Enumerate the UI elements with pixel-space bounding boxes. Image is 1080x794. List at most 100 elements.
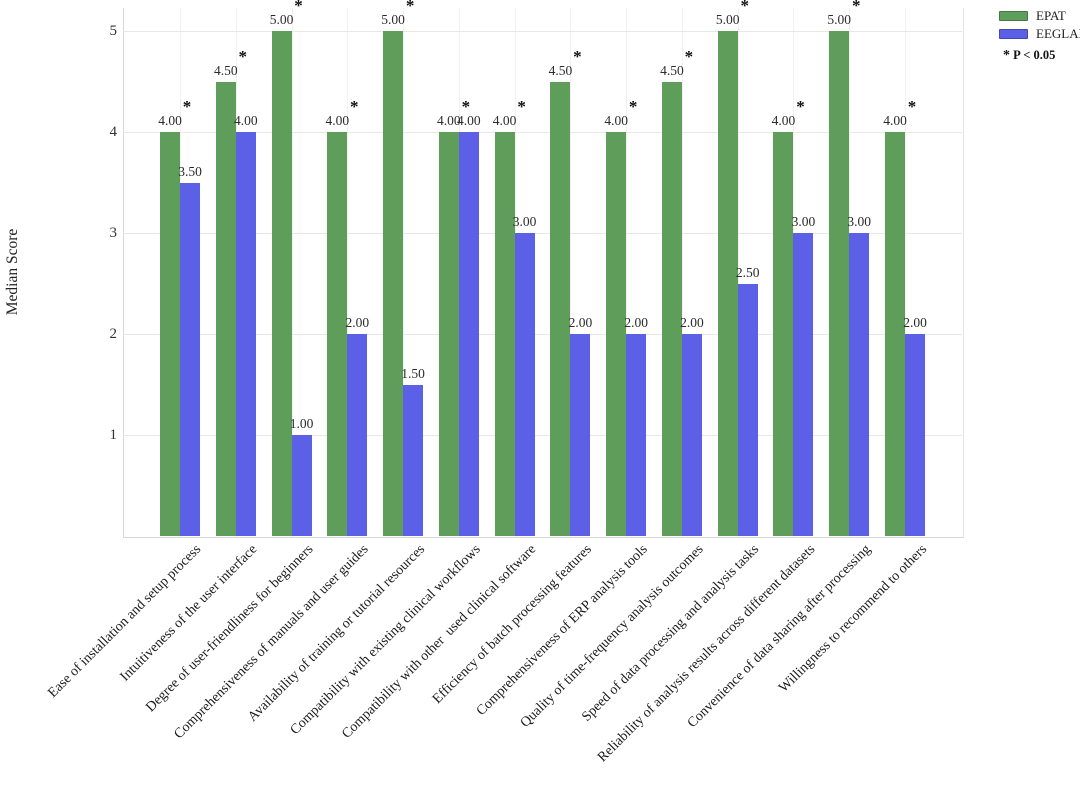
bar-value-label: 5.00 [381,12,405,27]
gridline-vertical [570,8,572,537]
gridline-vertical [403,8,405,537]
significance-asterisk: * [684,46,694,66]
bar-value-label: 2.00 [680,315,704,330]
bar-eeglab [905,334,925,536]
bar-eeglab [458,132,479,536]
significance-asterisk: * [294,0,303,15]
y-tick-label: 5 [109,23,118,39]
bar-value-label: 2.00 [345,315,370,330]
x-category-label: Reliability of analysis results across d… [594,542,819,766]
significance-asterisk: * [517,97,526,116]
y-tick-label: 4 [109,124,118,140]
bar-value-label: 2.50 [735,264,760,280]
bar-value-label: 1.50 [401,365,425,381]
gridline-vertical [681,8,683,537]
bar-value-label: 3.00 [512,214,537,229]
bar-eeglab [570,334,591,536]
bar-eeglab [793,233,814,536]
legend-item-epat: EPAT [999,9,1079,23]
legend-significance-note: * P < 0.05 [1003,48,1079,64]
bar-value-label: 4.00 [158,113,182,128]
bar-value-label: 4.00 [233,113,258,128]
bar-value-label: 5.00 [827,12,852,27]
bar-epat [606,132,627,536]
bar-value-label: 4.50 [548,62,573,78]
bar-eeglab [403,384,424,536]
significance-asterisk: * [907,97,917,116]
bar-eeglab [849,233,870,536]
significance-asterisk: * [405,0,415,15]
bar-eeglab [681,334,702,536]
bar-value-label: 4.00 [771,113,796,128]
bar-value-label: 5.00 [715,12,740,27]
bar-value-label: 1.00 [289,416,314,431]
legend-swatch-epat [999,11,1028,21]
significance-asterisk: * [796,97,805,116]
bar-value-label: 5.00 [269,12,294,27]
bar-value-label: 4.00 [457,113,481,128]
gridline-vertical [347,8,349,537]
x-category-label: Compatibility with existing clinical wor… [287,542,484,738]
bar-epat [550,81,571,536]
significance-asterisk: * [573,46,582,66]
gridline-horizontal [123,31,962,32]
significance-asterisk: * [461,97,471,116]
legend: EPAT EEGLAB * P < 0.05 [999,9,1080,64]
gridline-vertical [905,8,906,537]
y-tick-label: 2 [109,326,118,342]
bar-epat [717,31,738,536]
bar-epat [383,31,404,536]
bar-epat [327,132,348,536]
bar-value-label: 4.00 [325,113,350,128]
bar-epat [773,132,794,536]
bar-epat [829,31,850,536]
bar-epat [215,81,236,536]
significance-asterisk: * [628,97,638,116]
bar-epat [661,81,682,536]
y-axis-title: Median Score [4,228,21,316]
x-category-label: Compatibility with other used clinical s… [339,542,540,742]
gridline-horizontal [123,435,962,436]
bar-eeglab [514,233,535,536]
legend-swatch-eeglab [999,29,1028,39]
gridline-vertical [291,8,293,537]
significance-asterisk: * [182,97,192,116]
bar-eeglab [347,334,368,536]
bar-eeglab [626,334,647,536]
bar-value-label: 3.50 [178,163,202,179]
bar-value-label: 4.00 [437,113,461,128]
bar-epat [438,132,459,536]
gridline-horizontal [123,132,962,133]
bar-eeglab [737,283,758,536]
y-tick-label: 3 [109,225,118,241]
bar-eeglab [180,182,200,536]
significance-asterisk: * [851,0,861,15]
gridline-horizontal [123,233,962,234]
significance-asterisk-symbol: * [1003,48,1010,63]
plot-area [123,8,964,538]
bar-value-label: 2.00 [568,315,593,330]
bar-eeglab [291,435,312,536]
bar-value-label: 4.00 [492,113,517,128]
bar-value-label: 4.50 [660,62,684,78]
x-category-label: Comprehensiveness of manuals and user gu… [171,542,372,743]
bar-epat [160,132,180,536]
bar-epat [494,132,515,536]
bar-value-label: 2.00 [903,315,927,330]
bar-value-label: 4.00 [883,113,907,128]
bar-epat [885,132,905,536]
legend-label: EPAT [1036,8,1066,23]
legend-items: EPAT EEGLAB [999,9,1080,41]
bar-value-label: 4.00 [604,113,628,128]
bar-value-label: 3.00 [791,214,816,229]
y-tick-label: 1 [109,427,118,443]
significance-asterisk: * [350,97,359,116]
bar-value-label: 4.50 [213,62,238,78]
significance-note-text: P < 0.05 [1013,48,1056,62]
gridline-horizontal [123,334,962,335]
gridline-vertical [737,8,739,537]
significance-asterisk: * [740,0,749,15]
legend-label: EEGLAB [1036,26,1080,41]
bar-value-label: 3.00 [847,214,872,229]
